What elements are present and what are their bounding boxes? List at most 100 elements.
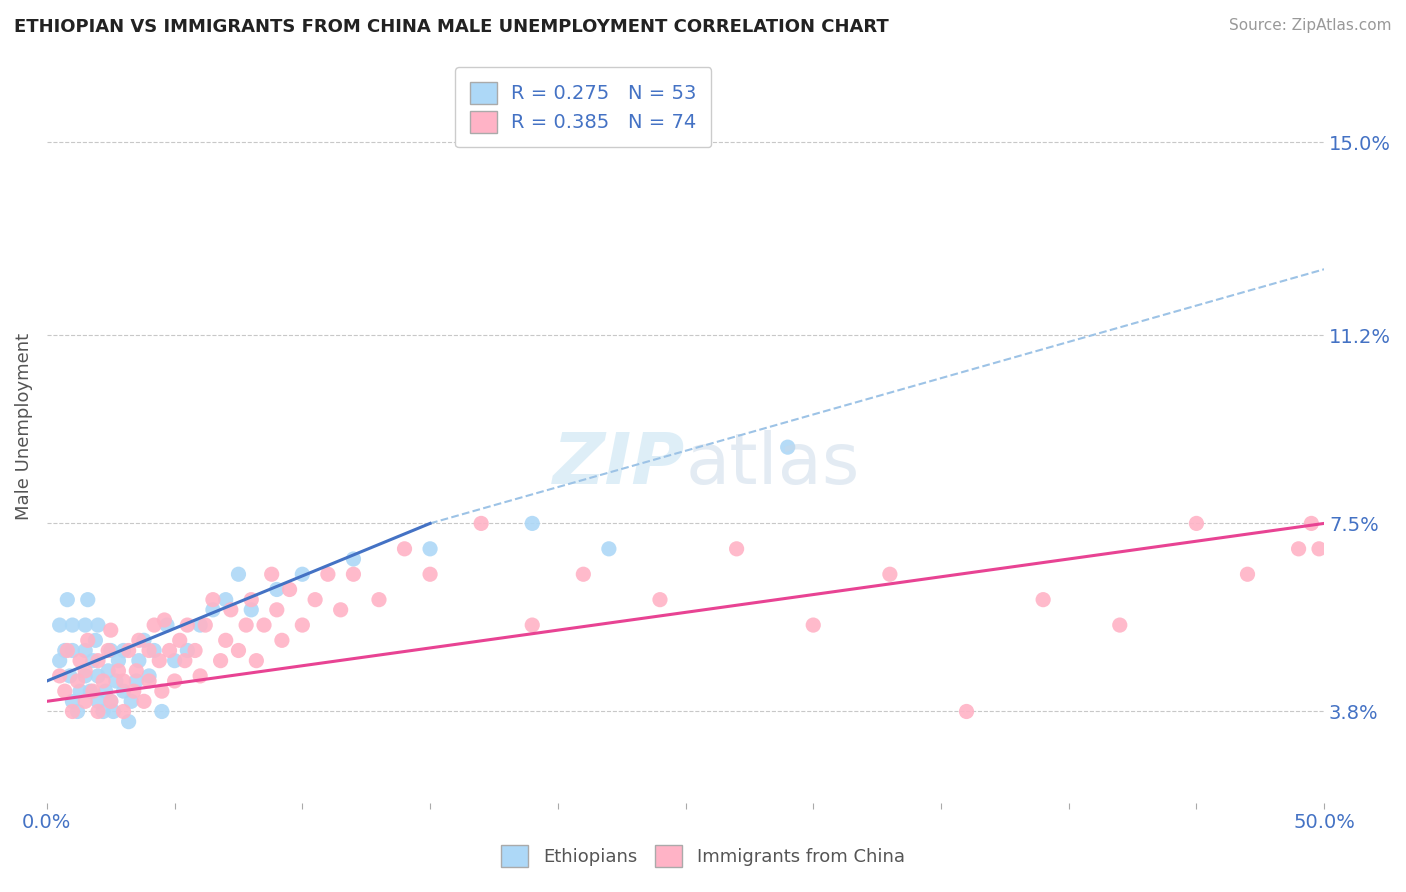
Point (76, 592, 98, 607)
Point (94, 684, 117, 698)
Point (48, 618, 70, 632)
Point (879, 567, 901, 582)
Point (76, 633, 98, 648)
Point (87, 694, 110, 708)
Text: Source: ZipAtlas.com: Source: ZipAtlas.com (1229, 18, 1392, 33)
Point (66, 705, 89, 719)
Point (176, 618, 198, 632)
Point (53, 684, 76, 698)
Point (107, 664, 129, 678)
Point (56, 643, 79, 657)
Point (228, 643, 250, 657)
Point (194, 618, 217, 632)
Legend: R = 0.275   N = 53, R = 0.385   N = 74: R = 0.275 N = 53, R = 0.385 N = 74 (456, 67, 711, 147)
Point (159, 643, 181, 657)
Point (419, 567, 441, 582)
Point (148, 654, 170, 668)
Point (112, 705, 135, 719)
Point (278, 582, 301, 597)
Point (56, 592, 79, 607)
Point (91, 705, 114, 719)
Point (1032, 592, 1054, 607)
Point (100, 694, 122, 708)
Point (215, 592, 238, 607)
Point (75, 694, 97, 708)
Point (522, 618, 544, 632)
Point (132, 633, 155, 648)
Point (1236, 567, 1258, 582)
Point (128, 633, 150, 648)
Point (253, 618, 276, 632)
Point (75, 664, 97, 678)
Point (266, 603, 288, 617)
Point (66, 673, 89, 688)
Point (138, 673, 160, 688)
Point (270, 633, 292, 648)
Text: atlas: atlas (686, 430, 860, 499)
Point (260, 567, 283, 582)
Point (59, 669, 82, 683)
Point (394, 541, 416, 556)
Legend: Ethiopians, Immigrants from China: Ethiopians, Immigrants from China (494, 838, 912, 874)
Point (107, 654, 129, 668)
Point (342, 567, 364, 582)
Point (245, 654, 267, 668)
Point (87, 705, 110, 719)
Point (62, 705, 84, 719)
Text: ETHIOPIAN VS IMMIGRANTS FROM CHINA MALE UNEMPLOYMENT CORRELATION CHART: ETHIOPIAN VS IMMIGRANTS FROM CHINA MALE … (14, 18, 889, 36)
Point (150, 705, 173, 719)
Point (419, 541, 441, 556)
Point (291, 567, 314, 582)
Point (91, 673, 114, 688)
Point (75, 643, 97, 657)
Point (87, 654, 110, 668)
Point (598, 541, 620, 556)
Point (470, 516, 492, 531)
Point (156, 618, 179, 632)
Point (143, 643, 166, 657)
Point (188, 669, 211, 683)
Point (1108, 618, 1130, 632)
Point (79, 684, 101, 698)
Point (150, 684, 173, 698)
Point (368, 592, 391, 607)
Point (163, 654, 186, 668)
Point (120, 694, 142, 708)
Y-axis label: Male Unemployment: Male Unemployment (15, 334, 32, 520)
Point (304, 592, 326, 607)
Point (82, 654, 104, 668)
Point (235, 618, 257, 632)
Point (291, 618, 314, 632)
Point (53, 643, 76, 657)
Point (316, 567, 339, 582)
Point (62, 694, 84, 708)
Point (266, 582, 288, 597)
Point (522, 516, 544, 531)
Point (112, 643, 135, 657)
Point (801, 618, 824, 632)
Point (1308, 541, 1330, 556)
Point (87, 618, 110, 632)
Point (955, 705, 977, 719)
Point (240, 592, 263, 607)
Point (342, 552, 364, 566)
Point (62, 643, 84, 657)
Point (48, 654, 70, 668)
Point (1185, 516, 1208, 531)
Point (100, 694, 122, 708)
Point (75, 669, 97, 683)
Point (104, 673, 127, 688)
Point (184, 643, 207, 657)
Point (173, 654, 195, 668)
Point (209, 654, 232, 668)
Point (138, 669, 160, 683)
Point (75, 618, 97, 632)
Point (97, 664, 120, 678)
Text: ZIP: ZIP (554, 430, 686, 499)
Point (82, 684, 104, 698)
Point (169, 633, 191, 648)
Point (240, 603, 263, 617)
Point (228, 567, 250, 582)
Point (219, 603, 242, 617)
Point (201, 603, 224, 617)
